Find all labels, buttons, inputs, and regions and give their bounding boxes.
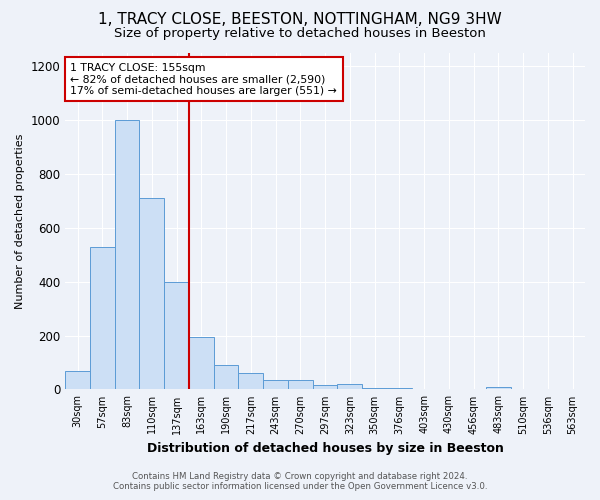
Bar — [90, 246, 115, 390]
Bar — [387, 388, 412, 390]
Bar — [139, 198, 164, 390]
Y-axis label: Number of detached properties: Number of detached properties — [15, 134, 25, 308]
Bar — [288, 380, 313, 390]
Text: Size of property relative to detached houses in Beeston: Size of property relative to detached ho… — [114, 28, 486, 40]
Bar — [535, 388, 560, 390]
Bar — [511, 388, 535, 390]
Text: 1, TRACY CLOSE, BEESTON, NOTTINGHAM, NG9 3HW: 1, TRACY CLOSE, BEESTON, NOTTINGHAM, NG9… — [98, 12, 502, 28]
Bar — [313, 386, 337, 390]
Bar — [189, 337, 214, 390]
Bar — [115, 120, 139, 390]
Text: 1 TRACY CLOSE: 155sqm
← 82% of detached houses are smaller (2,590)
17% of semi-d: 1 TRACY CLOSE: 155sqm ← 82% of detached … — [70, 62, 337, 96]
Bar — [238, 374, 263, 390]
Bar — [486, 386, 511, 390]
Bar — [214, 365, 238, 390]
Bar — [362, 388, 387, 390]
Bar — [337, 384, 362, 390]
X-axis label: Distribution of detached houses by size in Beeston: Distribution of detached houses by size … — [146, 442, 503, 455]
Bar — [461, 388, 486, 390]
Bar — [412, 388, 436, 390]
Bar — [436, 388, 461, 390]
Text: Contains HM Land Registry data © Crown copyright and database right 2024.
Contai: Contains HM Land Registry data © Crown c… — [113, 472, 487, 491]
Bar — [263, 380, 288, 390]
Bar — [164, 282, 189, 390]
Bar — [65, 370, 90, 390]
